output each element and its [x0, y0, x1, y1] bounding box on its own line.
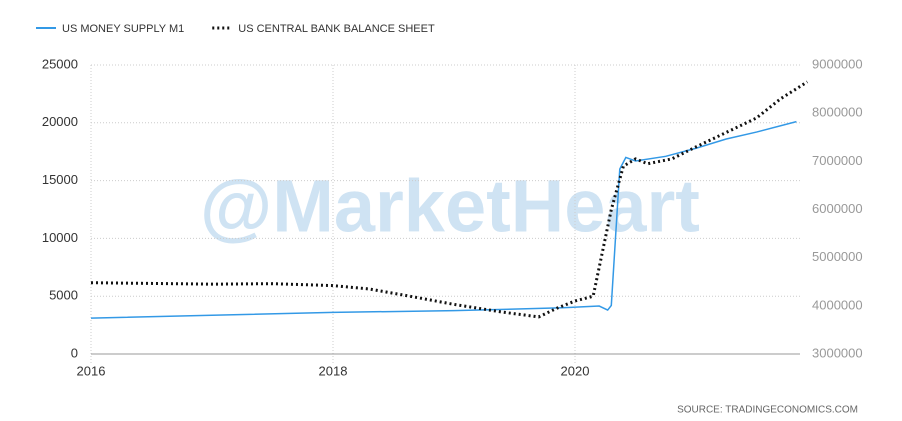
x-tick-label: 2018	[319, 363, 348, 378]
legend-label: US MONEY SUPPLY M1	[62, 23, 184, 35]
y-tick-label: 25000	[42, 56, 78, 71]
y-tick-label: 5000	[49, 288, 78, 303]
y2-tick-label: 5000000	[812, 249, 863, 264]
x-tick-label: 2016	[77, 363, 106, 378]
series-line	[90, 80, 809, 319]
y2-tick-label: 8000000	[812, 105, 863, 120]
y2-tick-label: 7000000	[812, 153, 863, 168]
y2-tick-label: 6000000	[812, 201, 863, 216]
y-tick-label: 20000	[42, 114, 78, 129]
series-line	[90, 120, 797, 319]
y-tick-label: 10000	[42, 230, 78, 245]
y-tick-label: 0	[71, 345, 78, 360]
source: SOURCE: TRADINGECONOMICS.COM	[677, 405, 858, 416]
y2-tick-label: 4000000	[812, 297, 863, 312]
y2-tick-label: 9000000	[812, 56, 863, 71]
y2-tick-label: 3000000	[812, 345, 863, 360]
watermark: @MarketHeart	[200, 165, 700, 248]
legend-label: US CENTRAL BANK BALANCE SHEET	[238, 23, 435, 35]
y-tick-label: 15000	[42, 172, 78, 187]
x-tick-label: 2020	[561, 363, 590, 378]
